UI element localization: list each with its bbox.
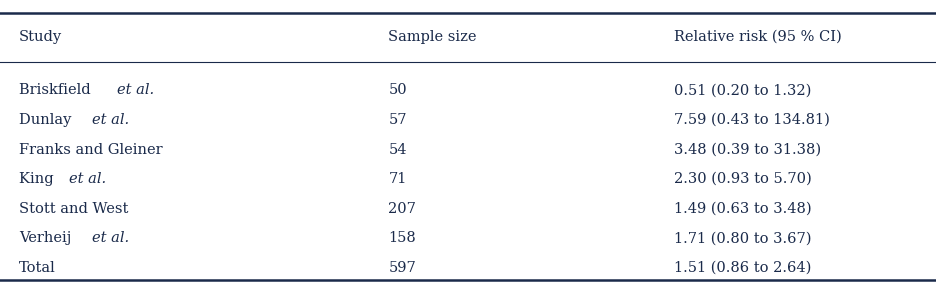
Text: 1.71 (0.80 to 3.67): 1.71 (0.80 to 3.67)	[674, 231, 812, 245]
Text: 2.30 (0.93 to 5.70): 2.30 (0.93 to 5.70)	[674, 172, 812, 186]
Text: et al.: et al.	[93, 231, 129, 245]
Text: Study: Study	[19, 30, 62, 44]
Text: 597: 597	[388, 261, 417, 275]
Text: 3.48 (0.39 to 31.38): 3.48 (0.39 to 31.38)	[674, 143, 821, 156]
Text: 158: 158	[388, 231, 417, 245]
Text: Briskfield: Briskfield	[19, 84, 95, 97]
Text: Sample size: Sample size	[388, 30, 477, 44]
Text: 57: 57	[388, 113, 407, 127]
Text: 0.51 (0.20 to 1.32): 0.51 (0.20 to 1.32)	[674, 84, 812, 97]
Text: 1.51 (0.86 to 2.64): 1.51 (0.86 to 2.64)	[674, 261, 812, 275]
Text: et al.: et al.	[117, 84, 154, 97]
Text: King: King	[19, 172, 58, 186]
Text: 1.49 (0.63 to 3.48): 1.49 (0.63 to 3.48)	[674, 202, 812, 216]
Text: et al.: et al.	[69, 172, 107, 186]
Text: 50: 50	[388, 84, 407, 97]
Text: Franks and Gleiner: Franks and Gleiner	[19, 143, 162, 156]
Text: Total: Total	[19, 261, 55, 275]
Text: Stott and West: Stott and West	[19, 202, 128, 216]
Text: 71: 71	[388, 172, 407, 186]
Text: Relative risk (95 % CI): Relative risk (95 % CI)	[674, 30, 841, 44]
Text: 54: 54	[388, 143, 407, 156]
Text: Verheij: Verheij	[19, 231, 76, 245]
Text: 207: 207	[388, 202, 417, 216]
Text: et al.: et al.	[93, 113, 129, 127]
Text: Dunlay: Dunlay	[19, 113, 76, 127]
Text: 7.59 (0.43 to 134.81): 7.59 (0.43 to 134.81)	[674, 113, 830, 127]
